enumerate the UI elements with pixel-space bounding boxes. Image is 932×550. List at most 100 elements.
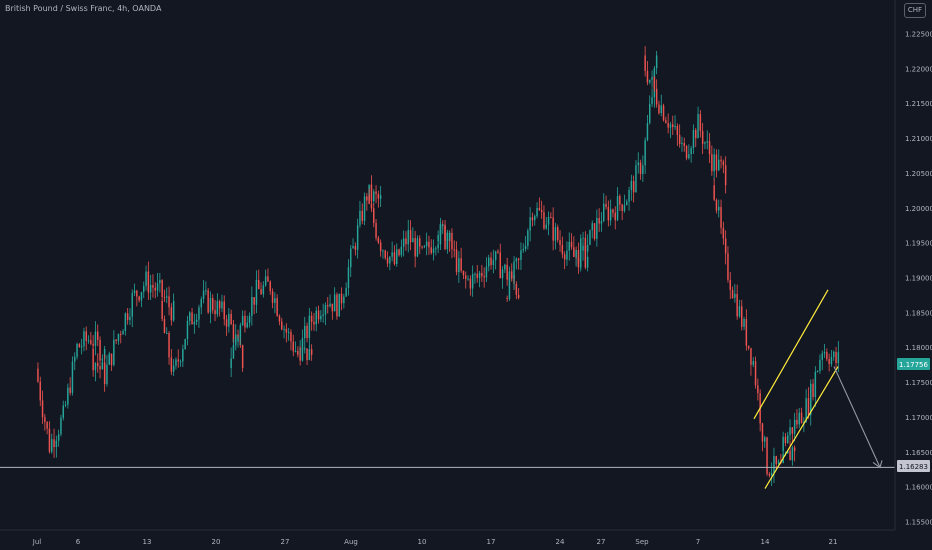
candle: [212, 294, 214, 314]
candle: [715, 198, 718, 214]
candle: [575, 249, 577, 267]
candle: [152, 274, 154, 298]
time-tick-label: 13: [143, 538, 152, 546]
candle: [442, 223, 444, 234]
candle: [497, 249, 499, 254]
candle: [789, 440, 791, 461]
channel-upper-line[interactable]: [753, 289, 829, 420]
candle: [223, 295, 225, 326]
candle: [483, 267, 485, 288]
candle: [662, 103, 665, 122]
candle: [57, 429, 60, 447]
candle: [520, 242, 522, 271]
candle: [198, 304, 200, 328]
price-axis[interactable]: 1.15500 1.16000 1.16500 1.17000 1.17500 1.180…: [905, 31, 932, 527]
candle: [494, 250, 497, 270]
candle: [232, 338, 235, 360]
candle: [692, 124, 695, 154]
candle: [665, 116, 667, 124]
candle: [727, 246, 729, 283]
candle: [409, 220, 412, 251]
candle: [642, 155, 644, 182]
candle: [563, 251, 566, 270]
price-tick-label: 1.21000: [905, 135, 932, 143]
candle: [566, 241, 568, 266]
channel-lower-line[interactable]: [764, 366, 839, 489]
time-axis[interactable]: Jul 6 13 20 27 Aug 10 17 24 27 Sep 7 14 21: [32, 538, 838, 546]
candle: [264, 269, 267, 287]
candle: [271, 288, 274, 309]
candle: [124, 312, 127, 336]
candle: [274, 292, 276, 314]
candle: [550, 212, 552, 219]
candle: [584, 231, 587, 263]
candle: [90, 331, 92, 346]
candle: [669, 122, 672, 139]
candle: [202, 280, 205, 304]
time-tick-label: 7: [696, 538, 700, 546]
candle: [800, 407, 803, 424]
price-tick-label: 1.20500: [905, 170, 932, 178]
price-tick-label: 1.20000: [905, 205, 932, 213]
candle: [593, 223, 596, 241]
candle: [163, 315, 166, 334]
candle: [798, 407, 800, 429]
candle: [764, 435, 766, 448]
candle: [821, 350, 823, 371]
candle: [621, 203, 623, 221]
candle: [745, 309, 748, 351]
candle: [126, 307, 129, 325]
candle: [67, 383, 69, 409]
candle: [115, 339, 117, 345]
candle: [37, 362, 39, 383]
price-tick-label: 1.22500: [905, 31, 932, 39]
currency-badge[interactable]: CHF: [904, 3, 926, 18]
candle: [391, 241, 393, 262]
candle: [129, 308, 131, 326]
candle: [554, 222, 557, 250]
candle: [350, 245, 352, 277]
candle: [400, 239, 403, 258]
price-tick-label: 1.17500: [905, 379, 932, 387]
candle: [444, 219, 446, 251]
candle: [453, 240, 455, 258]
candle: [547, 211, 550, 236]
candle: [534, 214, 536, 226]
candle: [619, 194, 621, 212]
candle: [524, 236, 527, 252]
candle: [53, 428, 55, 458]
projection-arrow[interactable]: [833, 366, 881, 468]
candle: [384, 249, 386, 260]
candle: [306, 348, 308, 365]
candle: [690, 145, 692, 163]
candle: [110, 353, 113, 371]
candle: [46, 421, 48, 435]
candle: [269, 280, 271, 295]
candle: [828, 353, 830, 372]
candle: [830, 350, 833, 367]
candle: [796, 409, 798, 429]
candle: [278, 314, 281, 326]
candle: [373, 203, 375, 228]
candle: [793, 445, 796, 462]
candle: [609, 199, 612, 226]
candle: [138, 295, 140, 303]
last-price-label: 1.17756: [897, 358, 930, 370]
price-tick-label: 1.18500: [905, 309, 932, 317]
candle: [168, 286, 170, 316]
candle: [612, 208, 614, 218]
candle: [600, 212, 603, 232]
candle: [414, 231, 416, 268]
candle: [658, 100, 660, 115]
candle: [688, 144, 690, 160]
price-tick-label: 1.19000: [905, 275, 932, 283]
candle: [823, 343, 826, 358]
candle: [62, 400, 64, 421]
candle: [711, 145, 713, 176]
candle: [734, 284, 736, 303]
candle: [603, 193, 605, 223]
candle: [722, 159, 725, 174]
candle: [184, 338, 186, 350]
candle: [402, 230, 405, 257]
